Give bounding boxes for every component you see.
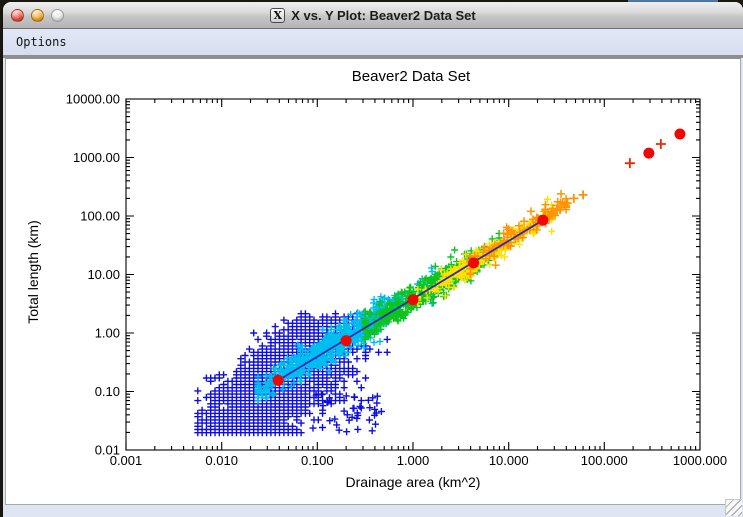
menu-item-options[interactable]: Options	[16, 35, 67, 49]
resize-grip[interactable]	[725, 499, 742, 516]
minimize-button[interactable]	[31, 8, 44, 22]
window-controls	[11, 2, 64, 28]
x11-icon: X	[270, 7, 286, 23]
window-title: X vs. Y Plot: Beaver2 Data Set	[291, 7, 476, 23]
close-button[interactable]	[11, 8, 24, 22]
titlebar[interactable]: X X vs. Y Plot: Beaver2 Data Set	[3, 2, 743, 29]
title-area: X X vs. Y Plot: Beaver2 Data Set	[3, 7, 743, 23]
content-area	[5, 58, 741, 505]
menubar: Options	[3, 29, 743, 58]
zoom-button[interactable]	[51, 8, 64, 22]
app-window: X X vs. Y Plot: Beaver2 Data Set Options	[3, 2, 743, 517]
